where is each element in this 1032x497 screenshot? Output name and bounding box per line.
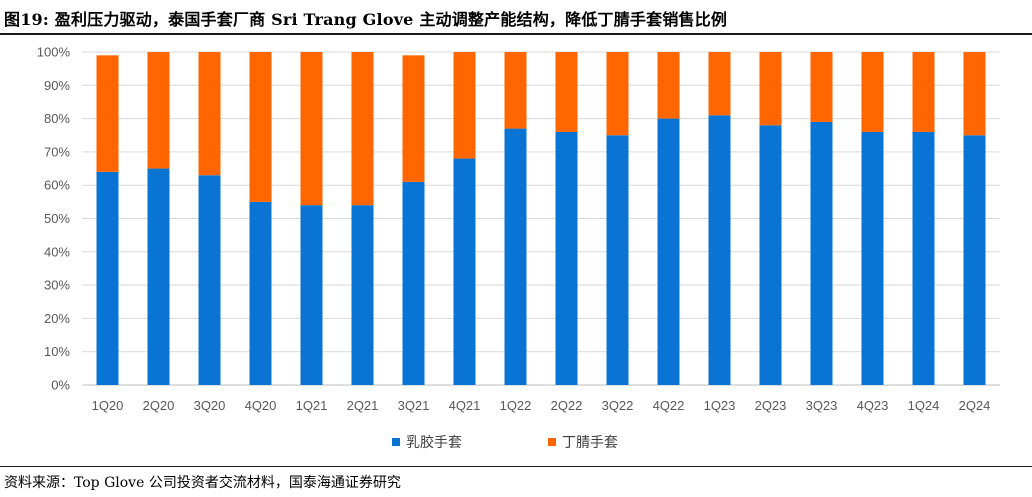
bar-segment-latex [759,125,782,385]
y-tick-label: 70% [44,144,70,159]
y-tick-label: 100% [37,45,71,60]
x-tick-label: 2Q20 [143,398,175,413]
x-tick-label: 3Q21 [398,398,430,413]
bar-segment-nitrile [300,52,323,206]
x-tick-label: 4Q20 [245,398,277,413]
bar-segment-nitrile [402,55,425,182]
y-tick-label: 40% [44,244,70,259]
bar-segment-nitrile [96,55,119,172]
figure-title-bar: 图19: 盈利压力驱动，泰国手套厂商 Sri Trang Glove 主动调整产… [0,0,1032,34]
x-tick-label: 2Q24 [959,398,991,413]
x-tick-label: 2Q22 [551,398,583,413]
bar-segment-latex [402,181,425,385]
bar-segment-nitrile [555,52,578,132]
bar-segment-nitrile [453,52,476,159]
bar-segment-nitrile [759,52,782,126]
x-tick-label: 1Q20 [92,398,124,413]
bar-segment-nitrile [861,52,884,132]
bar-segment-nitrile [963,52,986,136]
bar-segment-nitrile [912,52,935,132]
bar-segment-latex [96,171,119,385]
figure-title: 图19: 盈利压力驱动，泰国手套厂商 Sri Trang Glove 主动调整产… [4,10,728,29]
bar-segment-latex [810,121,833,386]
bar-segment-latex [912,131,935,385]
legend-swatch-latex [392,438,400,446]
bar-segment-latex [606,135,629,385]
bar-segment-latex [555,131,578,385]
y-tick-label: 60% [44,178,70,193]
bar-segment-nitrile [198,52,221,176]
bar-segment-nitrile [657,52,680,119]
y-tick-label: 50% [44,211,70,226]
bar-segment-latex [861,131,884,385]
x-tick-label: 1Q23 [704,398,736,413]
y-tick-label: 90% [44,78,70,93]
y-tick-label: 0% [51,378,70,393]
bar-segment-nitrile [810,52,833,122]
bar-segment-latex [657,118,680,385]
x-tick-label: 2Q23 [755,398,787,413]
x-tick-label: 4Q21 [449,398,481,413]
y-tick-label: 30% [44,278,70,293]
bar-segment-nitrile [504,52,527,129]
bar-segment-latex [147,168,170,385]
legend-label-nitrile: 丁腈手套 [562,435,618,451]
stacked-bar-chart: 0% 10% 20% 30% 40% 50% 60% 70% 80% 90% 100% 1Q20 2Q2… [37,45,1000,451]
y-tick-label: 80% [44,111,70,126]
title-rule [0,33,1032,35]
legend-label-latex: 乳胶手套 [406,434,462,451]
x-tick-label: 3Q20 [194,398,226,413]
bar-segment-latex [249,201,272,385]
y-tick-label: 20% [44,311,70,326]
x-tick-label: 2Q21 [347,398,379,413]
x-tick-label: 3Q22 [602,398,634,413]
bar-segment-nitrile [147,52,170,169]
x-tick-label: 4Q23 [857,398,889,413]
source-note: 资料来源：Top Glove 公司投资者交流材料，国泰海通证券研究 [4,475,401,491]
bar-segment-latex [351,205,374,385]
bar-segment-latex [963,135,986,385]
x-tick-label: 3Q23 [806,398,838,413]
bar-segment-latex [453,158,476,385]
bar-segment-nitrile [606,52,629,136]
bar-segment-latex [300,205,323,385]
source-rule [0,466,1032,467]
bar-segment-nitrile [351,52,374,206]
legend-swatch-nitrile [548,438,556,446]
bar-segment-latex [198,175,221,385]
bar-segment-nitrile [249,52,272,202]
bar-segment-latex [708,115,731,386]
x-tick-label: 4Q22 [653,398,685,413]
bar-segment-latex [504,128,527,385]
x-tick-label: 1Q22 [500,398,532,413]
x-tick-label: 1Q21 [296,398,328,413]
x-tick-label: 1Q24 [908,398,940,413]
y-tick-label: 10% [44,344,70,359]
bar-segment-nitrile [708,52,731,116]
